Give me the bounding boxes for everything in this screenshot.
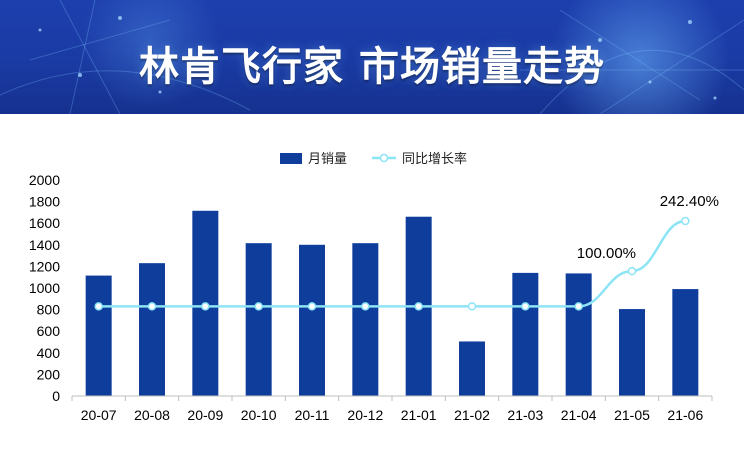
legend-swatch-bar [280,153,302,164]
bar [352,243,379,396]
x-tick-label: 21-03 [507,407,543,423]
banner-title: 林肯飞行家 市场销量走势 [139,44,605,90]
growth-rate-series: 100.00% 242.40% [94,193,719,311]
growth-rate-point [254,302,263,311]
network-background-graphic [0,0,744,114]
y-tick-label: 600 [37,323,61,339]
x-tick-label: 20-09 [187,407,223,423]
chart-legend: 月销量 同比增长率 [280,151,467,167]
legend-item-bar: 月销量 [280,152,347,167]
growth-rate-point [521,302,530,311]
growth-rate-data-label: 100.00% [577,245,636,262]
x-tick-label: 20-11 [295,407,330,423]
growth-rate-point [94,302,103,311]
growth-rate-point [361,302,370,311]
y-tick-label: 1200 [29,258,60,274]
bar [672,289,699,396]
legend-swatch-marker [379,153,389,163]
bar [619,309,645,396]
growth-rate-point [307,302,317,311]
x-tick-label: 21-04 [561,407,597,423]
x-tick-label: 21-06 [667,407,703,423]
bar [512,272,539,396]
x-tick-label: 20-08 [134,407,170,423]
x-tick-label: 21-05 [614,407,650,423]
bar [85,275,112,396]
growth-rate-line [98,219,686,308]
y-axis: 0 200 400 600 800 1000 1200 1400 1600 1800 2000 [29,172,60,404]
y-tick-label: 1800 [29,194,60,210]
growth-rate-point [467,302,477,311]
legend-label: 月销量 [308,152,347,167]
x-tick-label: 20-12 [347,407,383,423]
y-tick-label: 800 [37,302,61,318]
bar [459,341,485,396]
sales-chart: 月销量 同比增长率 0 200 400 600 800 1000 1200 1400 1600 18… [29,151,719,423]
y-tick-label: 1400 [29,237,60,253]
x-tick-label: 20-07 [81,407,117,423]
legend-item-line: 同比增长率 [372,151,467,167]
bar [139,263,165,396]
x-tick-label: 21-01 [401,407,437,423]
bar [565,273,592,396]
bar [245,243,272,396]
y-tick-label: 400 [37,345,61,361]
growth-rate-point [574,302,583,311]
title-banner: 林肯飞行家 市场销量走势 [0,0,744,114]
bar-series [85,210,699,396]
growth-rate-point [147,302,157,311]
y-tick-label: 2000 [29,172,60,188]
x-tick-label: 20-10 [241,407,277,423]
x-tick-label: 21-02 [454,407,490,423]
x-axis: 20-07 20-08 20-09 20-10 20-11 20-12 21-01 21-02… [71,396,713,423]
growth-rate-point [627,266,637,276]
growth-rate-data-label: 242.40% [660,193,719,210]
y-tick-label: 1600 [29,215,60,231]
y-tick-label: 200 [37,366,61,382]
growth-rate-point [201,302,210,311]
legend-label: 同比增长率 [402,151,467,167]
growth-rate-point [414,302,423,311]
bar [299,244,325,396]
y-tick-label: 0 [52,388,60,404]
y-tick-label: 1000 [29,280,60,296]
growth-rate-point [681,216,690,226]
